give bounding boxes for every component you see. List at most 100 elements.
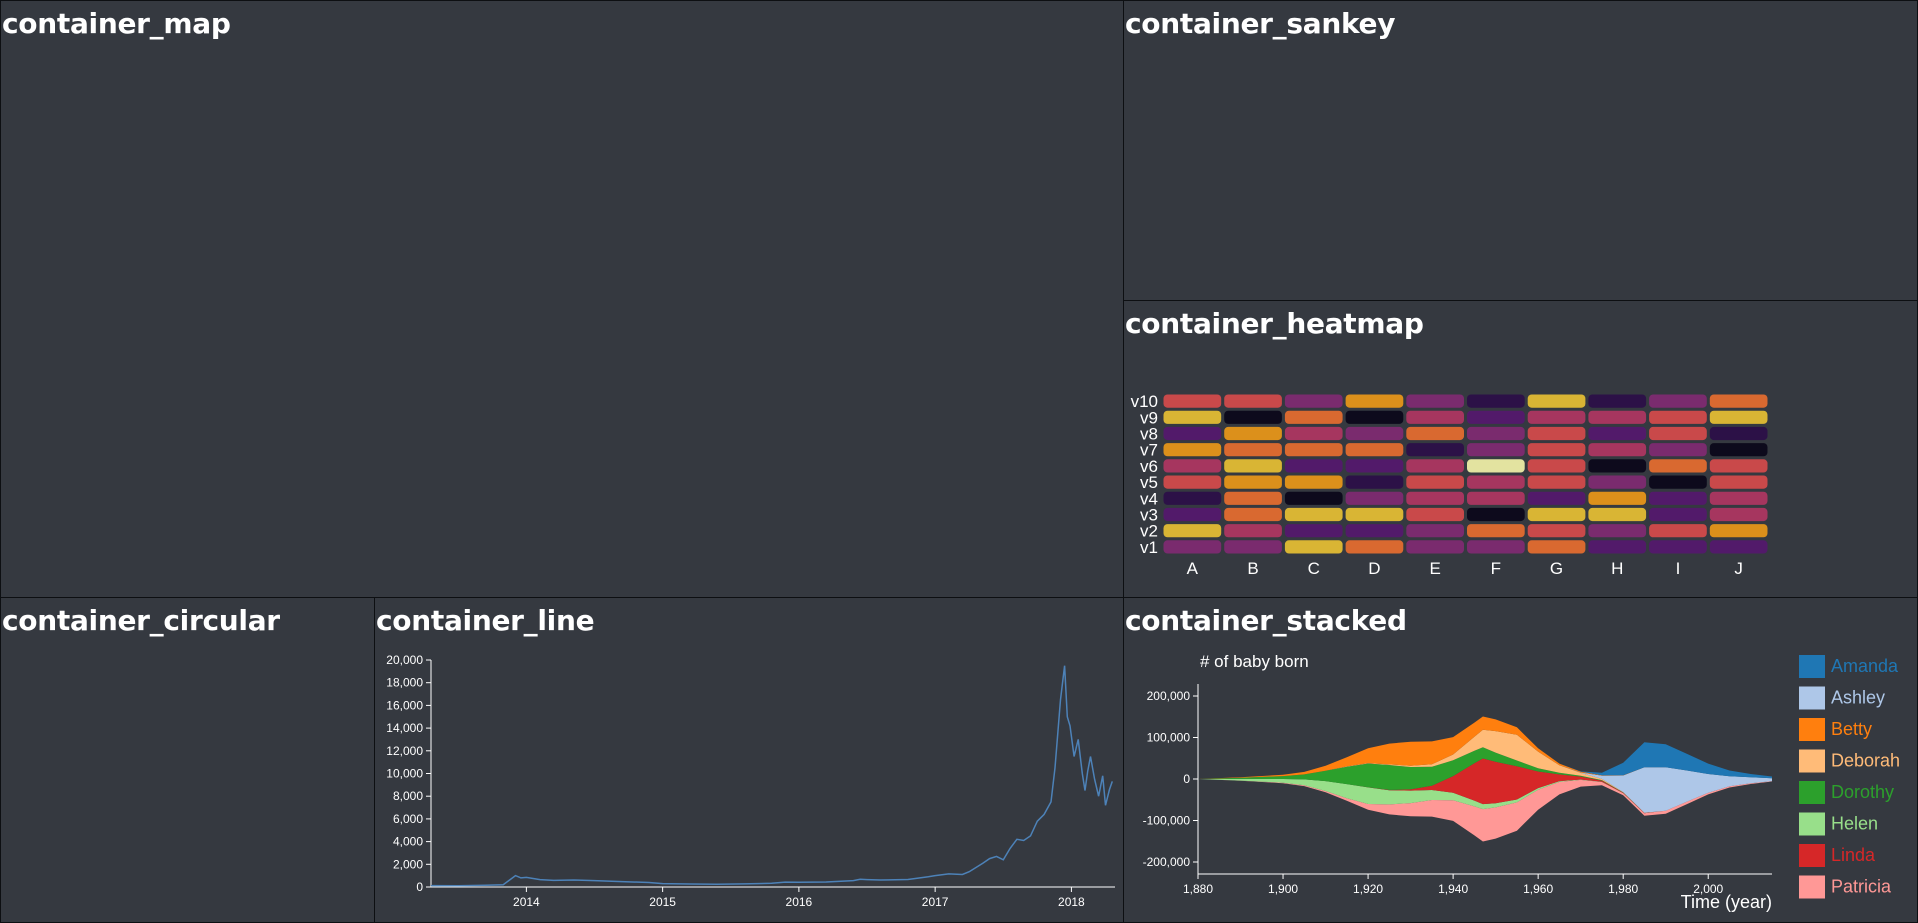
legend-label: Amanda xyxy=(1831,656,1899,676)
heatmap-cell xyxy=(1527,540,1586,554)
heatmap-cell xyxy=(1467,491,1525,505)
heatmap-cell xyxy=(1406,459,1464,473)
heatmap-cell xyxy=(1527,524,1586,538)
heatmap-col-label: J xyxy=(1734,559,1743,578)
sankey-panel-title: container_sankey xyxy=(1125,7,1396,40)
heatmap-col-label: D xyxy=(1368,559,1380,578)
heatmap-cell xyxy=(1406,540,1464,554)
heatmap-cell xyxy=(1163,475,1222,489)
stacked-panel: container_stacked # of baby born Time (ye… xyxy=(1123,597,1918,923)
heatmap-cell xyxy=(1588,507,1647,522)
heatmap-cell xyxy=(1709,507,1768,522)
heatmap-cell xyxy=(1284,491,1343,505)
heatmap-cell xyxy=(1649,507,1707,522)
heatmap-cell xyxy=(1224,524,1282,538)
heatmap-cell xyxy=(1709,426,1768,441)
y-tick-label: 0 xyxy=(1183,772,1190,786)
heatmap-cell xyxy=(1467,475,1525,489)
heatmap-cell xyxy=(1709,524,1768,538)
stream-ashley xyxy=(1198,729,1772,813)
heatmap-cell xyxy=(1345,426,1404,441)
heatmap-cell xyxy=(1345,524,1404,538)
heatmap-cell xyxy=(1345,394,1404,408)
heatmap-cell xyxy=(1345,491,1404,505)
y-tick-label: 18,000 xyxy=(386,676,423,690)
y-tick-label: 10,000 xyxy=(386,767,423,781)
heatmap-cell xyxy=(1588,540,1647,554)
heatmap-cell xyxy=(1709,443,1768,457)
sankey-panel: container_sankey xyxy=(1123,0,1918,301)
heatmap-row-label: v7 xyxy=(1140,441,1158,460)
heatmap-cell xyxy=(1467,507,1525,522)
legend-swatch xyxy=(1799,812,1825,836)
heatmap-cell xyxy=(1284,426,1343,441)
x-tick-label: 2018 xyxy=(1058,895,1085,909)
x-tick-label: 2015 xyxy=(649,895,676,909)
heatmap-cell xyxy=(1163,540,1222,554)
heatmap-cell xyxy=(1163,491,1222,505)
heatmap-cell xyxy=(1345,443,1404,457)
heatmap-row-label: v2 xyxy=(1140,522,1158,541)
heatmap-cell xyxy=(1224,394,1282,408)
y-tick-label: 4,000 xyxy=(393,835,423,849)
legend-label: Patricia xyxy=(1831,877,1892,897)
heatmap-cell xyxy=(1709,410,1768,424)
heatmap-cell xyxy=(1649,426,1707,441)
heatmap-cell xyxy=(1345,507,1404,522)
heatmap-cell xyxy=(1527,507,1586,522)
heatmap-cell xyxy=(1406,410,1464,424)
y-tick-label: 6,000 xyxy=(393,812,423,826)
heatmap-cell xyxy=(1345,459,1404,473)
heatmap-col-label: C xyxy=(1308,559,1320,578)
legend-swatch xyxy=(1799,844,1825,867)
heatmap-cell xyxy=(1224,540,1282,554)
circular-panel: container_circular xyxy=(0,597,375,923)
heatmap-cell xyxy=(1284,459,1343,473)
heatmap-cell xyxy=(1527,443,1586,457)
heatmap-col-label: B xyxy=(1247,559,1258,578)
heatmap-row-label: v9 xyxy=(1140,408,1158,427)
heatmap-col-label: A xyxy=(1187,559,1199,578)
heatmap-cell xyxy=(1649,524,1707,538)
heatmap-cell xyxy=(1467,410,1525,424)
heatmap-cell xyxy=(1709,459,1768,473)
heatmap-cell xyxy=(1224,459,1282,473)
y-tick-label: 12,000 xyxy=(386,744,423,758)
heatmap-cell xyxy=(1527,426,1586,441)
y-tick-label: 0 xyxy=(416,880,423,894)
line-panel-title: container_line xyxy=(376,604,595,637)
heatmap-cell xyxy=(1588,394,1647,408)
heatmap-col-label: E xyxy=(1429,559,1440,578)
heatmap-row-label: v1 xyxy=(1140,538,1158,557)
heatmap-col-label: H xyxy=(1611,559,1623,578)
heatmap-cell xyxy=(1163,394,1222,408)
heatmap-row-label: v4 xyxy=(1140,489,1158,508)
heatmap-cell xyxy=(1709,394,1768,408)
heatmap-cell xyxy=(1163,459,1222,473)
heatmap-cell xyxy=(1345,475,1404,489)
x-tick-label: 1,880 xyxy=(1183,882,1213,896)
heatmap-cell xyxy=(1649,443,1707,457)
heatmap-cell xyxy=(1224,443,1282,457)
heatmap-cell xyxy=(1527,394,1586,408)
heatmap-cell xyxy=(1284,394,1343,408)
heatmap-cell xyxy=(1527,491,1586,505)
heatmap-cell xyxy=(1406,507,1464,522)
legend-swatch xyxy=(1799,655,1825,678)
y-tick-label: 100,000 xyxy=(1147,731,1191,745)
heatmap-col-label: G xyxy=(1550,559,1563,578)
y-tick-label: 16,000 xyxy=(386,698,423,712)
heatmap-row-label: v8 xyxy=(1140,425,1158,444)
heatmap-cell xyxy=(1467,443,1525,457)
heatmap-cell xyxy=(1467,524,1525,538)
legend-swatch xyxy=(1799,686,1825,710)
heatmap-cell xyxy=(1649,410,1707,424)
heatmap-cell xyxy=(1345,540,1404,554)
legend-label: Linda xyxy=(1831,845,1876,865)
heatmap-cell xyxy=(1588,524,1647,538)
legend-label: Betty xyxy=(1831,719,1872,739)
heatmap-cell xyxy=(1163,426,1222,441)
heatmap-cell xyxy=(1284,475,1343,489)
stacked-panel-title: container_stacked xyxy=(1125,604,1407,637)
y-tick-label: 20,000 xyxy=(386,653,423,667)
